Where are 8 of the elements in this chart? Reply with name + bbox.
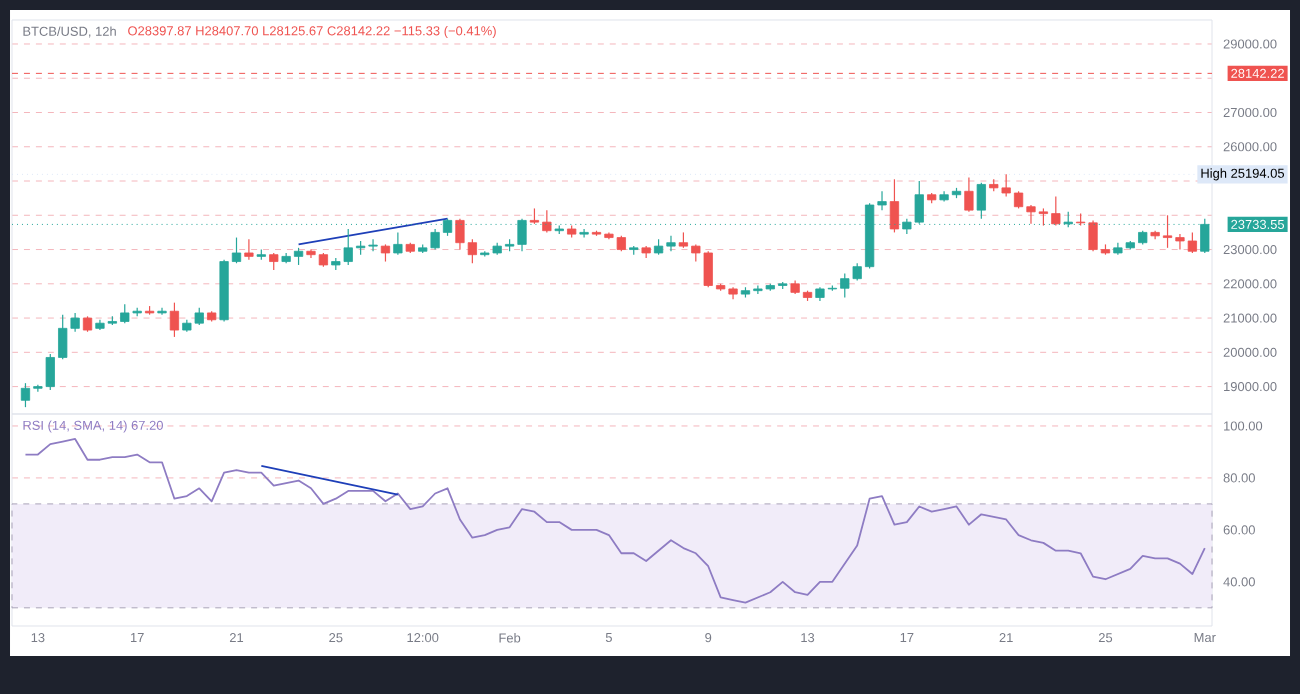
candlestick bbox=[244, 238, 254, 261]
candlestick bbox=[964, 176, 974, 213]
candlestick bbox=[393, 231, 403, 256]
candlestick bbox=[976, 182, 986, 220]
candlestick bbox=[579, 228, 589, 239]
candlestick bbox=[169, 302, 180, 338]
candlestick bbox=[889, 178, 900, 234]
candlestick bbox=[157, 307, 167, 316]
